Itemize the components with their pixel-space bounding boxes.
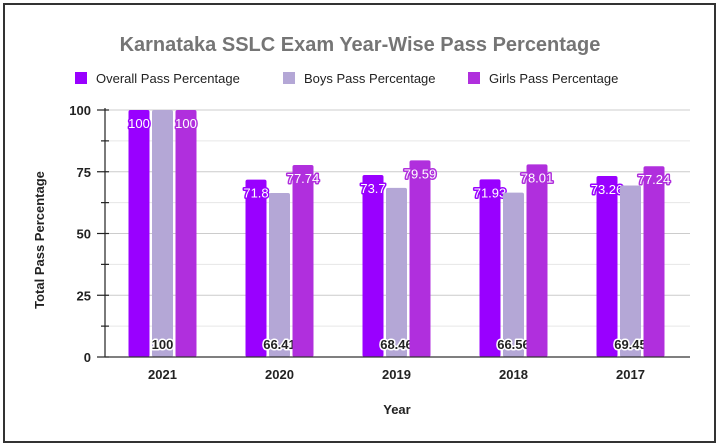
bar: [245, 179, 267, 357]
data-label: 100: [128, 116, 150, 131]
data-label: 77.24: [638, 172, 671, 187]
y-tick-label: 100: [69, 103, 91, 118]
data-label: 71.8: [243, 186, 268, 201]
data-label: 73.26: [591, 182, 624, 197]
data-label: 77.74: [287, 171, 320, 186]
y-axis-label: Total Pass Percentage: [32, 171, 47, 309]
data-label: 100: [175, 116, 197, 131]
chart-title: Karnataka SSLC Exam Year-Wise Pass Perce…: [120, 34, 601, 56]
bar: [503, 192, 524, 357]
y-tick-label: 25: [77, 288, 91, 303]
x-tick-label: 2017: [616, 367, 645, 382]
bar: [643, 166, 665, 357]
bar: [175, 110, 197, 357]
data-label: 71.93: [474, 185, 507, 200]
x-tick-label: 2021: [148, 367, 177, 382]
bars: 100 100 100 71.8 66.41 77.74 73.7 68.46 79.59 71.…: [127, 110, 672, 357]
data-label: 66.41: [263, 337, 296, 352]
data-label: 66.56: [497, 337, 530, 352]
data-label: 69.45: [614, 337, 647, 352]
legend-swatch: [468, 72, 480, 84]
legend: Overall Pass Percentage Boys Pass Percent…: [75, 71, 618, 86]
y-tick-label: 0: [84, 350, 91, 365]
data-label: 79.59: [404, 166, 437, 181]
x-axis-label: Year: [383, 402, 410, 417]
legend-label: Girls Pass Percentage: [489, 71, 618, 86]
legend-swatch: [283, 72, 295, 84]
legend-label: Boys Pass Percentage: [304, 71, 436, 86]
data-label: 100: [152, 337, 174, 352]
bar: [409, 160, 431, 357]
y-tick-label: 75: [77, 165, 91, 180]
x-tick-label: 2019: [382, 367, 411, 382]
y-tick-label: 50: [77, 227, 91, 242]
bar: [152, 110, 173, 357]
bar: [596, 176, 618, 357]
bar: [479, 179, 501, 357]
x-tick-label: 2018: [499, 367, 528, 382]
data-label: 78.01: [521, 170, 554, 185]
bar: [128, 110, 150, 357]
x-tick-label: 2020: [265, 367, 294, 382]
bar: [620, 185, 641, 357]
bar: [269, 192, 290, 357]
data-label: 73.7: [360, 181, 385, 196]
bar: [362, 174, 384, 357]
legend-swatch: [75, 72, 87, 84]
legend-label: Overall Pass Percentage: [96, 71, 240, 86]
bar: [386, 187, 407, 357]
bar: [526, 164, 548, 357]
data-label: 68.46: [380, 337, 413, 352]
axes: 0 25 50 75 100 2021 2020 2019 2018 2017: [69, 103, 690, 382]
bar: [292, 164, 314, 357]
